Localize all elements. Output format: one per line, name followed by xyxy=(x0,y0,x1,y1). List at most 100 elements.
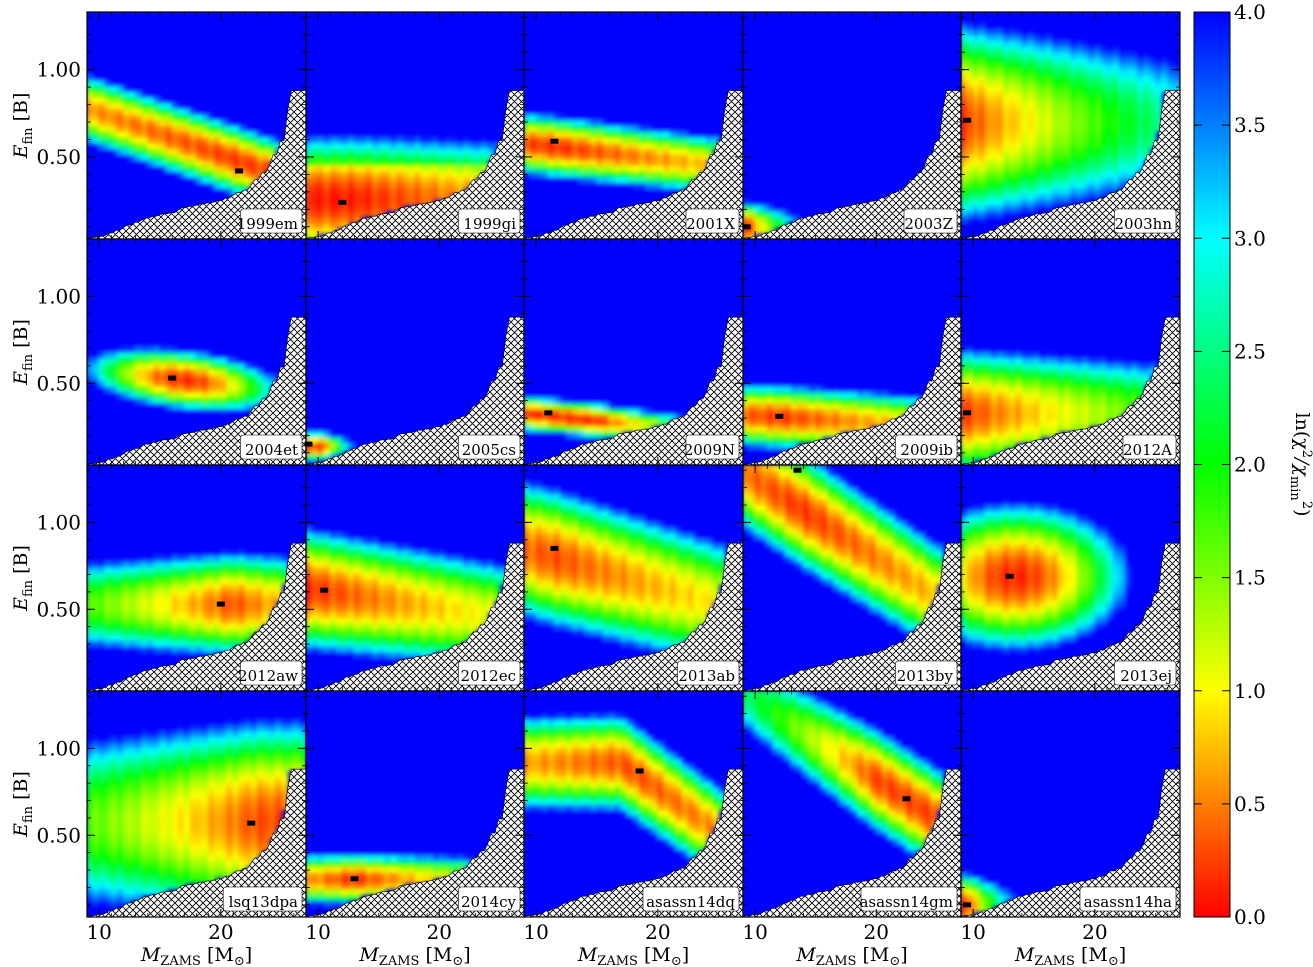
panel-label: asassn14dq xyxy=(642,886,740,912)
heatmap-cells xyxy=(524,239,743,465)
excluded-region xyxy=(306,90,524,239)
panel-label-text: 2001X xyxy=(686,215,735,233)
best-fit-marker xyxy=(320,587,329,593)
best-fit-marker xyxy=(1005,573,1014,579)
x-axis-label: MZAMS [M⊙] xyxy=(795,944,907,967)
colorbar-tick-label: 3.0 xyxy=(1234,226,1266,250)
excluded-region xyxy=(961,316,1180,465)
best-fit-marker xyxy=(902,796,911,802)
panel-label: 2003Z xyxy=(903,208,958,234)
panel-ticks xyxy=(742,239,962,465)
best-fit-marker xyxy=(350,876,359,882)
panel-asassn14gm: asassn14gm xyxy=(742,690,962,918)
excluded-region xyxy=(306,768,524,917)
excluded-region xyxy=(961,768,1180,917)
panel-2003hn: 2003hn xyxy=(960,11,1181,240)
panel-label-text: 2009N xyxy=(684,441,735,459)
panel-2005cs: 2005cs xyxy=(304,238,525,466)
panel-label-box xyxy=(677,660,740,686)
excluded-region xyxy=(306,316,524,465)
heatmap-cells xyxy=(743,12,961,239)
panel-label: 2013ej xyxy=(1114,660,1177,686)
colorbar-tick-label: 0.0 xyxy=(1234,905,1266,929)
best-fit-marker xyxy=(304,441,313,447)
panel-ticks xyxy=(86,12,307,239)
panel-label: 2012ec xyxy=(458,660,521,686)
panel-label-box xyxy=(458,434,521,460)
y-tick-label: 1.00 xyxy=(36,58,81,82)
colorbar-tick-label: 1.5 xyxy=(1234,566,1266,590)
y-axis-label: Efin [B] xyxy=(10,545,36,612)
panel-label: 2005cs xyxy=(458,434,521,460)
panel-2012A: 2012A xyxy=(960,238,1181,466)
panel-label: lsq13dpa xyxy=(222,886,303,912)
x-tick-label: 10 xyxy=(86,920,111,944)
y-tick-label: 0.50 xyxy=(36,823,81,847)
y-axis-label: Efin [B] xyxy=(10,93,36,160)
panel-2014cy: 2014cy xyxy=(305,690,525,918)
best-fit-marker xyxy=(235,168,244,174)
x-tick-label: 20 xyxy=(645,920,670,944)
y-tick-label: 1.00 xyxy=(36,284,81,308)
panel-label: 2014cy xyxy=(458,886,521,912)
panel-ticks xyxy=(305,465,525,691)
x-tick-label: 10 xyxy=(523,920,548,944)
best-fit-marker xyxy=(793,467,802,473)
panel-label: 2001X xyxy=(685,208,740,234)
panel-ticks xyxy=(305,691,525,917)
excluded-region xyxy=(524,768,743,917)
panel-label-box xyxy=(240,208,303,234)
heatmap-cells xyxy=(743,465,961,691)
panel-ticks xyxy=(960,465,1181,691)
panel-2012ec: 2012ec xyxy=(305,464,525,692)
excluded-region xyxy=(743,542,961,691)
heatmap-cells xyxy=(743,691,961,917)
excluded-region xyxy=(743,90,961,239)
excluded-region xyxy=(743,316,961,465)
panel-2009N: 2009N xyxy=(523,238,744,466)
panel-ticks xyxy=(523,239,744,465)
best-fit-marker xyxy=(247,820,256,826)
panel-label: 1999gi xyxy=(458,208,521,234)
panel-ticks xyxy=(305,239,525,465)
panel-label-box xyxy=(895,434,958,460)
panel-label-text: asassn14ha xyxy=(1084,893,1172,911)
panel-ticks xyxy=(960,691,1181,917)
panel-label-box xyxy=(642,886,740,912)
y-tick-label: 0.50 xyxy=(36,597,81,621)
x-tick-label: 20 xyxy=(1082,920,1107,944)
panel-label: asassn14ha xyxy=(1079,886,1177,912)
panels-layer: 1999em 1999gi 2001X 2003Z 2003hn 2004et 2005cs… xyxy=(86,11,1181,918)
excluded-region xyxy=(961,90,1180,239)
excluded-region xyxy=(87,316,306,465)
colorbar-tick-label: 1.0 xyxy=(1234,679,1266,703)
best-fit-marker xyxy=(550,545,559,551)
heatmap-cells xyxy=(306,239,524,465)
colorbar-tick-label: 2.0 xyxy=(1234,453,1266,477)
colorbar: 0.0 0.5 1.0 1.5 2.0 2.5 3.0 3.5 4.0 ln(χ2/χmin2) xyxy=(1193,0,1313,929)
panel-2012aw: 2012aw xyxy=(86,464,307,692)
y-axis-label: Efin [B] xyxy=(10,319,36,386)
excluded-region xyxy=(524,316,743,465)
panel-ticks xyxy=(742,691,962,917)
excluded-region xyxy=(743,768,961,917)
colorbar-label: ln(χ2/χmin2) xyxy=(1287,412,1313,516)
heatmap-cells xyxy=(743,239,961,465)
panel-1999em: 1999em xyxy=(86,11,307,240)
panel-2013by: 2013by xyxy=(742,464,962,692)
panel-label-text: 2003Z xyxy=(904,215,953,233)
panel-label: 2013by xyxy=(895,660,958,686)
panel-label-text: 2005cs xyxy=(462,441,516,459)
y-tick-label: 1.00 xyxy=(36,510,81,534)
heatmap-cells xyxy=(87,465,306,691)
panel-label-text: 2009ib xyxy=(900,441,953,459)
best-fit-marker xyxy=(963,117,972,123)
panel-ticks xyxy=(742,465,962,691)
x-tick-label: 20 xyxy=(208,920,233,944)
x-tick-label: 20 xyxy=(863,920,888,944)
x-tick-label: 10 xyxy=(960,920,985,944)
colorbar-tick-label: 2.5 xyxy=(1234,339,1266,363)
panel-label-box xyxy=(458,886,521,912)
